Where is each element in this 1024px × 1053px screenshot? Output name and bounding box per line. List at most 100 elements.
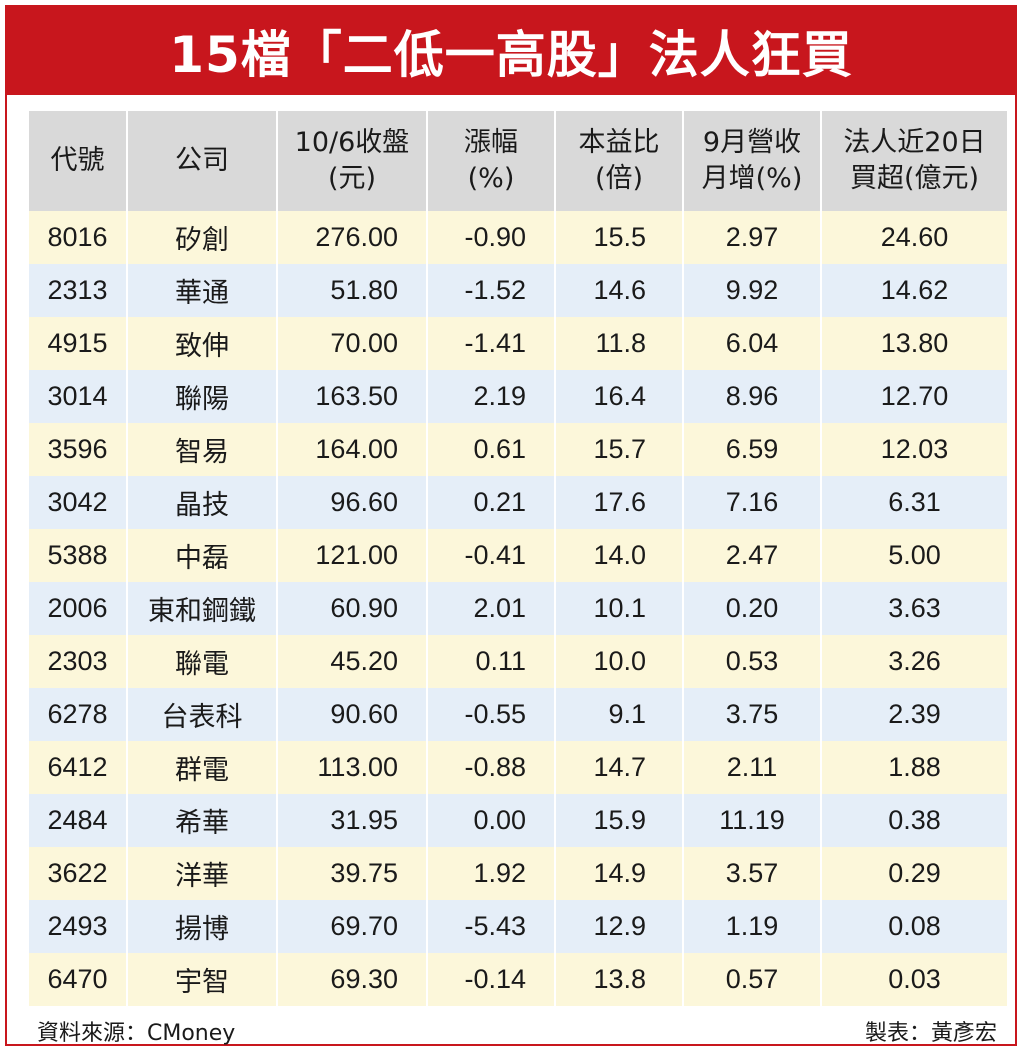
table-row: 5388 中磊 121.00 -0.41 14.0 2.47 5.00 (29, 529, 1007, 582)
cell-pe: 11.8 (555, 317, 684, 370)
column-header-line2: 買超(億元) (849, 163, 980, 194)
cell-close: 164.00 (277, 423, 428, 476)
cell-code: 8016 (29, 211, 128, 264)
infographic-frame: 15檔「二低一高股」法人狂買 代號 公司 10/6收盤 (元) 漲幅 (%) 本益比 (倍) 9… (5, 5, 1017, 1046)
cell-close: 96.60 (277, 476, 428, 529)
cell-code: 6470 (29, 953, 128, 1006)
cell-net-buy: 12.70 (821, 370, 1007, 423)
cell-close: 69.30 (277, 953, 428, 1006)
cell-close: 276.00 (277, 211, 428, 264)
cell-company: 東和鋼鐵 (127, 582, 278, 635)
column-header-line2: (元) (327, 163, 377, 194)
cell-close: 121.00 (277, 529, 428, 582)
cell-change: 1.92 (427, 847, 556, 900)
column-header-net-buy: 法人近20日 買超(億元) (821, 111, 1007, 211)
cell-pe: 14.7 (555, 741, 684, 794)
cell-revenue-mom: 0.20 (683, 582, 822, 635)
column-header-line2: (倍) (594, 163, 644, 194)
cell-company: 致伸 (127, 317, 278, 370)
column-header-line2: (%) (467, 163, 515, 194)
cell-pe: 9.1 (555, 688, 684, 741)
cell-revenue-mom: 6.59 (683, 423, 822, 476)
column-header-revenue-mom: 9月營收 月增(%) (683, 111, 822, 211)
cell-company: 揚博 (127, 900, 278, 953)
table-row: 8016 矽創 276.00 -0.90 15.5 2.97 24.60 (29, 211, 1007, 264)
cell-net-buy: 6.31 (821, 476, 1007, 529)
cell-revenue-mom: 3.75 (683, 688, 822, 741)
stock-table: 代號 公司 10/6收盤 (元) 漲幅 (%) 本益比 (倍) 9月營收 月增(%) 法人近20日買… (29, 111, 1007, 1006)
cell-close: 163.50 (277, 370, 428, 423)
cell-close: 113.00 (277, 741, 428, 794)
cell-close: 45.20 (277, 635, 428, 688)
cell-revenue-mom: 6.04 (683, 317, 822, 370)
column-header-line1: 代號 (50, 145, 105, 176)
cell-pe: 13.8 (555, 953, 684, 1006)
cell-pe: 10.1 (555, 582, 684, 635)
cell-change: -1.41 (427, 317, 556, 370)
column-header-code: 代號 (29, 111, 128, 211)
table-row: 2484 希華 31.95 0.00 15.9 11.19 0.38 (29, 794, 1007, 847)
cell-net-buy: 14.62 (821, 264, 1007, 317)
cell-net-buy: 0.08 (821, 900, 1007, 953)
cell-revenue-mom: 9.92 (683, 264, 822, 317)
table-row: 3596 智易 164.00 0.61 15.7 6.59 12.03 (29, 423, 1007, 476)
cell-change: -0.90 (427, 211, 556, 264)
cell-change: 0.61 (427, 423, 556, 476)
cell-close: 31.95 (277, 794, 428, 847)
table-row: 6278 台表科 90.60 -0.55 9.1 3.75 2.39 (29, 688, 1007, 741)
cell-pe: 17.6 (555, 476, 684, 529)
cell-pe: 10.0 (555, 635, 684, 688)
cell-pe: 14.6 (555, 264, 684, 317)
cell-close: 90.60 (277, 688, 428, 741)
cell-code: 3596 (29, 423, 128, 476)
column-header-line2: 月增(%) (701, 163, 803, 194)
cell-company: 智易 (127, 423, 278, 476)
cell-net-buy: 12.03 (821, 423, 1007, 476)
cell-company: 宇智 (127, 953, 278, 1006)
cell-change: 2.01 (427, 582, 556, 635)
maker-note: 製表：黃彥宏 (864, 1021, 997, 1046)
table-row: 2313 華通 51.80 -1.52 14.6 9.92 14.62 (29, 264, 1007, 317)
cell-change: -0.14 (427, 953, 556, 1006)
table-header-row: 代號 公司 10/6收盤 (元) 漲幅 (%) 本益比 (倍) 9月營收 月增(%) 法人近20日買… (29, 111, 1007, 211)
cell-net-buy: 24.60 (821, 211, 1007, 264)
table-row: 3042 晶技 96.60 0.21 17.6 7.16 6.31 (29, 476, 1007, 529)
cell-change: 0.21 (427, 476, 556, 529)
cell-company: 聯陽 (127, 370, 278, 423)
cell-company: 聯電 (127, 635, 278, 688)
footer: 資料來源：CMoney 製表：黃彥宏 (31, 1009, 997, 1049)
cell-revenue-mom: 2.97 (683, 211, 822, 264)
cell-code: 3042 (29, 476, 128, 529)
cell-revenue-mom: 2.11 (683, 741, 822, 794)
cell-pe: 16.4 (555, 370, 684, 423)
cell-pe: 15.7 (555, 423, 684, 476)
cell-company: 洋華 (127, 847, 278, 900)
cell-revenue-mom: 3.57 (683, 847, 822, 900)
cell-close: 39.75 (277, 847, 428, 900)
table-row: 2006 東和鋼鐵 60.90 2.01 10.1 0.20 3.63 (29, 582, 1007, 635)
table-row: 2493 揚博 69.70 -5.43 12.9 1.19 0.08 (29, 900, 1007, 953)
cell-code: 3014 (29, 370, 128, 423)
cell-change: 0.00 (427, 794, 556, 847)
cell-change: -5.43 (427, 900, 556, 953)
cell-net-buy: 0.03 (821, 953, 1007, 1006)
column-header-company: 公司 (127, 111, 278, 211)
cell-close: 69.70 (277, 900, 428, 953)
cell-pe: 12.9 (555, 900, 684, 953)
cell-company: 晶技 (127, 476, 278, 529)
table-row: 3622 洋華 39.75 1.92 14.9 3.57 0.29 (29, 847, 1007, 900)
cell-net-buy: 0.29 (821, 847, 1007, 900)
column-header-line1: 公司 (175, 145, 229, 176)
cell-net-buy: 2.39 (821, 688, 1007, 741)
cell-code: 4915 (29, 317, 128, 370)
cell-net-buy: 1.88 (821, 741, 1007, 794)
cell-code: 2006 (29, 582, 128, 635)
table-body: 8016 矽創 276.00 -0.90 15.5 2.97 24.60 2313 華通 51.8… (29, 211, 1007, 1006)
cell-company: 華通 (127, 264, 278, 317)
cell-pe: 14.9 (555, 847, 684, 900)
column-header-pe: 本益比 (倍) (555, 111, 684, 211)
cell-net-buy: 3.63 (821, 582, 1007, 635)
cell-company: 群電 (127, 741, 278, 794)
cell-change: -0.41 (427, 529, 556, 582)
cell-company: 矽創 (127, 211, 278, 264)
